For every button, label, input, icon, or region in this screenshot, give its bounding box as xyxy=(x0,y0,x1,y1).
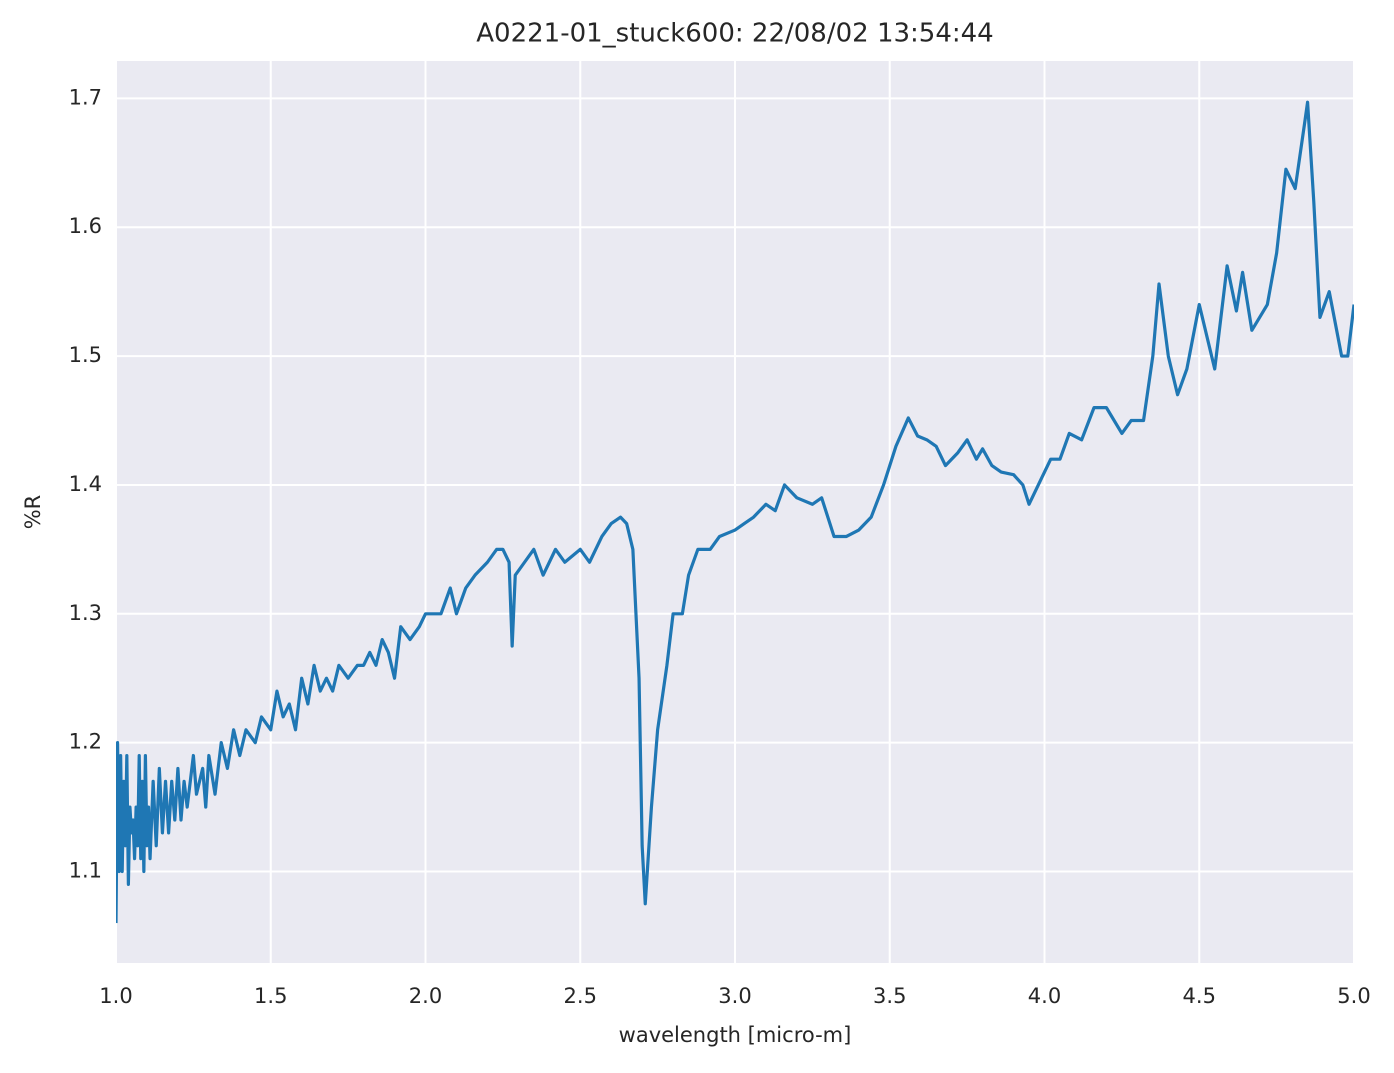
y-tick-label: 1.7 xyxy=(69,85,102,109)
y-tick-label: 1.2 xyxy=(69,730,102,754)
x-tick-label: 4.0 xyxy=(1028,984,1061,1008)
y-axis-label: %R xyxy=(21,495,45,530)
x-tick-label: 4.5 xyxy=(1183,984,1216,1008)
x-tick-label: 2.0 xyxy=(409,984,442,1008)
y-tick-label: 1.3 xyxy=(69,601,102,625)
x-axis-label: wavelength [micro-m] xyxy=(619,1023,852,1047)
x-tick-label: 1.5 xyxy=(254,984,287,1008)
y-tick-label: 1.4 xyxy=(69,472,102,496)
x-tick-label: 1.0 xyxy=(99,984,132,1008)
x-tick-label: 3.0 xyxy=(718,984,751,1008)
x-tick-label: 2.5 xyxy=(564,984,597,1008)
x-tick-label: 3.5 xyxy=(873,984,906,1008)
x-tick-label: 5.0 xyxy=(1337,984,1370,1008)
y-tick-label: 1.6 xyxy=(69,214,102,238)
chart-title: A0221-01_stuck600: 22/08/02 13:54:44 xyxy=(476,19,993,49)
y-tick-label: 1.5 xyxy=(69,343,102,367)
data-line xyxy=(116,100,1354,924)
y-tick-label: 1.1 xyxy=(69,859,102,883)
